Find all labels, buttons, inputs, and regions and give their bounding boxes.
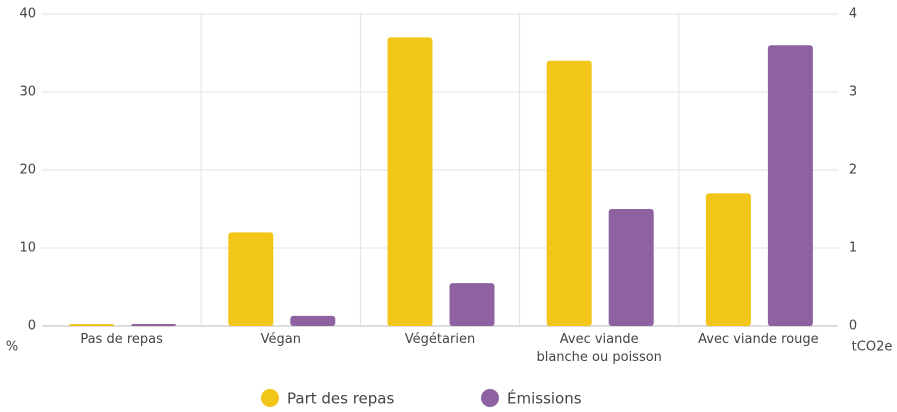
y-tick-label: 10 [19,241,36,256]
legend-label: Part des repas [287,390,394,408]
y2-axis-label: tCO2e [852,340,893,355]
legend-label: Émissions [507,389,582,408]
y2-tick-label: 3 [849,85,857,100]
x-tick-label: Avec viande rouge [698,332,819,347]
x-tick-label: Avec viande blanche ou poisson [536,332,662,365]
legend-marker [481,389,499,407]
bar [767,45,813,326]
bar [705,193,751,326]
bar [449,283,495,326]
bar [546,60,592,327]
y-tick-label: 0 [28,319,36,334]
y2-tick-label: 1 [849,241,857,256]
y-tick-label: 20 [19,163,36,178]
bar [228,232,274,326]
bar [608,209,654,326]
x-tick-label: Pas de repas [80,332,163,347]
y-axis-label: % [6,340,18,355]
bar [387,37,433,327]
bar [131,324,177,326]
legend-marker [261,389,279,407]
y2-tick-label: 4 [849,7,857,22]
y2-tick-label: 2 [849,163,857,178]
y-tick-label: 30 [19,85,36,100]
bar [290,315,336,326]
bar [69,324,115,326]
x-tick-label: Végétarien [404,332,476,347]
y-tick-label: 40 [19,7,36,22]
x-tick-label: Végan [260,332,301,347]
y2-tick-label: 0 [849,319,857,334]
